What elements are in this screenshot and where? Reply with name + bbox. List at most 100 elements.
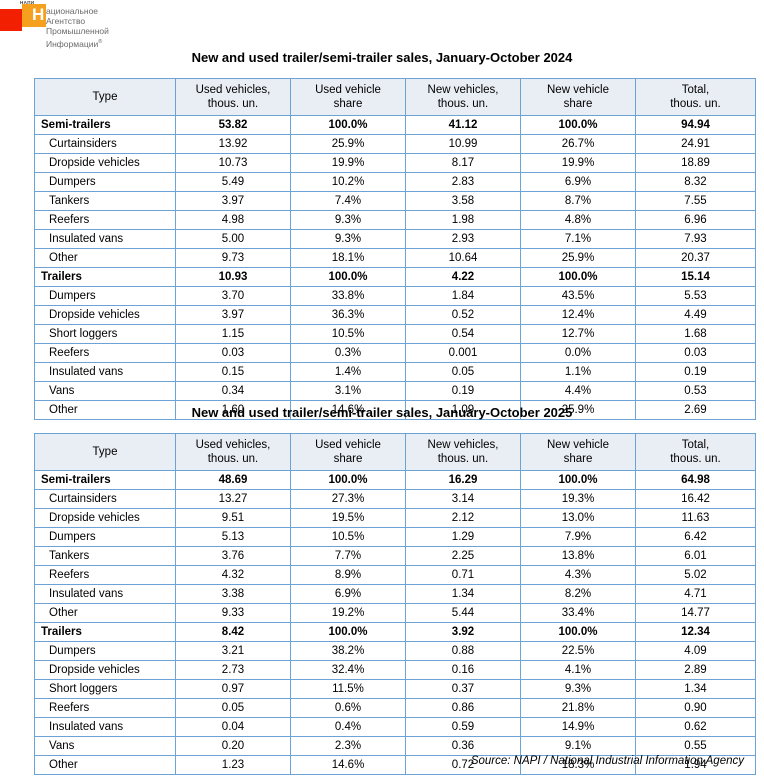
cell-new-vehicles: 5.44 — [405, 603, 521, 623]
cell-used-share: 11.5% — [290, 679, 406, 699]
cell-type: Trailers — [34, 622, 176, 642]
cell-used-share: 14.6% — [290, 755, 406, 775]
cell-new-share: 25.9% — [520, 248, 636, 268]
cell-new-share: 8.7% — [520, 191, 636, 211]
table-group-row: Trailers 10.93 100.0% 4.22 100.0% 15.14 — [34, 267, 756, 287]
header-line-2: thous. un. — [437, 98, 489, 110]
header-line-1: Used vehicles, — [195, 439, 271, 451]
cell-used-vehicles: 1.60 — [175, 400, 291, 420]
cell-type: Dumpers — [34, 172, 176, 192]
cell-type: Reefers — [34, 565, 176, 585]
cell-used-share: 100.0% — [290, 115, 406, 135]
logo-napi-tag: НАПИ — [20, 0, 35, 5]
table-row: Reefers 4.98 9.3% 1.98 4.8% 6.96 — [34, 210, 756, 230]
column-header-new-vehicles: New vehicles, thous. un. — [405, 78, 521, 116]
cell-total: 0.19 — [635, 362, 756, 382]
header-line-1: Used vehicle — [315, 84, 381, 96]
table-2-title: New and used trailer/semi-trailer sales,… — [191, 405, 573, 420]
cell-type: Vans — [34, 381, 176, 401]
cell-new-share: 4.4% — [520, 381, 636, 401]
table-row: Insulated vans 0.15 1.4% 0.05 1.1% 0.19 — [34, 362, 756, 382]
cell-used-share: 10.5% — [290, 324, 406, 344]
cell-new-share: 22.5% — [520, 641, 636, 661]
cell-type: Dropside vehicles — [34, 508, 176, 528]
table-group-row: Trailers 8.42 100.0% 3.92 100.0% 12.34 — [34, 622, 756, 642]
cell-type: Short loggers — [34, 679, 176, 699]
registered-mark-icon: ® — [98, 38, 103, 45]
cell-used-vehicles: 9.73 — [175, 248, 291, 268]
table-row: Vans 0.34 3.1% 0.19 4.4% 0.53 — [34, 381, 756, 401]
cell-new-share: 100.0% — [520, 115, 636, 135]
cell-new-share: 100.0% — [520, 267, 636, 287]
cell-used-vehicles: 0.97 — [175, 679, 291, 699]
cell-type: Dropside vehicles — [34, 153, 176, 173]
cell-new-share: 12.7% — [520, 324, 636, 344]
cell-new-share: 33.4% — [520, 603, 636, 623]
cell-type: Dumpers — [34, 527, 176, 547]
column-header-used-share: Used vehicle share — [290, 433, 406, 471]
header-line-1: Used vehicle — [315, 439, 381, 451]
cell-used-share: 19.5% — [290, 508, 406, 528]
cell-new-vehicles: 1.34 — [405, 584, 521, 604]
header-line-1: Type — [92, 91, 118, 103]
logo-word-line-4: Информации® — [46, 37, 109, 49]
cell-type: Insulated vans — [34, 584, 176, 604]
cell-new-share: 4.3% — [520, 565, 636, 585]
cell-type: Tankers — [34, 191, 176, 211]
cell-used-share: 33.8% — [290, 286, 406, 306]
cell-used-share: 38.2% — [290, 641, 406, 661]
cell-total: 6.01 — [635, 546, 756, 566]
cell-total: 16.42 — [635, 489, 756, 509]
cell-type: Dumpers — [34, 286, 176, 306]
logo-word-line-2: Агентство — [46, 16, 86, 27]
cell-new-share: 4.1% — [520, 660, 636, 680]
cell-total: 0.53 — [635, 381, 756, 401]
cell-new-vehicles: 3.14 — [405, 489, 521, 509]
cell-new-vehicles: 0.88 — [405, 641, 521, 661]
cell-used-vehicles: 0.03 — [175, 343, 291, 363]
cell-used-share: 27.3% — [290, 489, 406, 509]
cell-type: Insulated vans — [34, 362, 176, 382]
column-header-type: Type — [34, 78, 176, 116]
cell-new-share: 1.1% — [520, 362, 636, 382]
cell-type: Dropside vehicles — [34, 660, 176, 680]
cell-total: 11.63 — [635, 508, 756, 528]
cell-new-share: 26.7% — [520, 134, 636, 154]
cell-new-share: 21.8% — [520, 698, 636, 718]
cell-used-vehicles: 53.82 — [175, 115, 291, 135]
table-row: Tankers 3.76 7.7% 2.25 13.8% 6.01 — [34, 546, 756, 566]
cell-new-share: 13.8% — [520, 546, 636, 566]
logo-word-line-1: ациональное — [46, 6, 99, 16]
header-line-2: share — [563, 453, 593, 465]
table-row: Other 1.60 14.6% 1.09 25.9% 2.69 — [34, 400, 756, 420]
header-line-2: thous. un. — [670, 98, 721, 110]
column-header-new-vehicles: New vehicles, thous. un. — [405, 433, 521, 471]
table-group-row: Semi-trailers 53.82 100.0% 41.12 100.0% 94.94 — [34, 115, 756, 135]
cell-used-vehicles: 3.97 — [175, 191, 291, 211]
cell-used-share: 36.3% — [290, 305, 406, 325]
cell-new-vehicles: 2.93 — [405, 229, 521, 249]
cell-used-share: 2.3% — [290, 736, 406, 756]
column-header-total: Total, thous. un. — [635, 433, 756, 471]
column-header-new-share: New vehicle share — [520, 78, 636, 116]
cell-total: 6.42 — [635, 527, 756, 547]
cell-used-share: 7.7% — [290, 546, 406, 566]
header-line-2: share — [563, 98, 593, 110]
cell-new-vehicles: 2.83 — [405, 172, 521, 192]
cell-total: 2.69 — [635, 400, 756, 420]
cell-type: Short loggers — [34, 324, 176, 344]
cell-used-vehicles: 9.33 — [175, 603, 291, 623]
cell-used-vehicles: 4.32 — [175, 565, 291, 585]
logo-word-line-3: Промышленной — [46, 26, 109, 37]
cell-total: 64.98 — [635, 470, 756, 490]
table-row: Other 9.73 18.1% 10.64 25.9% 20.37 — [34, 248, 756, 268]
table-row: Dumpers 5.49 10.2% 2.83 6.9% 8.32 — [34, 172, 756, 192]
header-line-1: Total, — [681, 439, 710, 451]
cell-used-vehicles: 2.73 — [175, 660, 291, 680]
cell-new-share: 18.3% — [520, 755, 636, 775]
table-group-row: Semi-trailers 48.69 100.0% 16.29 100.0% 64.98 — [34, 470, 756, 490]
cell-used-share: 19.9% — [290, 153, 406, 173]
cell-used-vehicles: 3.97 — [175, 305, 291, 325]
cell-total: 0.62 — [635, 717, 756, 737]
table-2-body: Semi-trailers 48.69 100.0% 16.29 100.0% 64.98… — [34, 470, 756, 775]
